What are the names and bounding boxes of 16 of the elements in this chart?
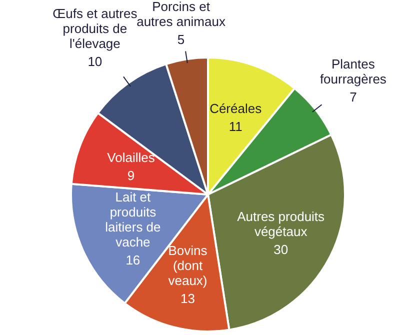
slice-label: Autres produits végétaux xyxy=(237,209,326,240)
slice-label: Porcins et autres animaux xyxy=(136,0,226,30)
slice-label: Volailles xyxy=(107,150,156,165)
data-label: 30 xyxy=(274,242,288,258)
data-label: 5 xyxy=(177,32,185,48)
data-label: 16 xyxy=(126,252,140,268)
slice-label: Bovins (dont veaux) xyxy=(168,243,208,288)
slice-label: Céréales xyxy=(210,101,262,116)
data-label: 9 xyxy=(127,168,135,183)
data-label: 7 xyxy=(350,89,357,104)
slice-label: Plantes fourragères xyxy=(320,56,387,86)
data-label: 13 xyxy=(180,291,195,306)
slice-label: Œufs et autres produits de l'élevage xyxy=(52,6,138,51)
slice-label: Lait et produits laitiers de vache xyxy=(105,190,161,250)
data-label: 10 xyxy=(88,54,102,69)
data-label: 11 xyxy=(228,119,242,134)
